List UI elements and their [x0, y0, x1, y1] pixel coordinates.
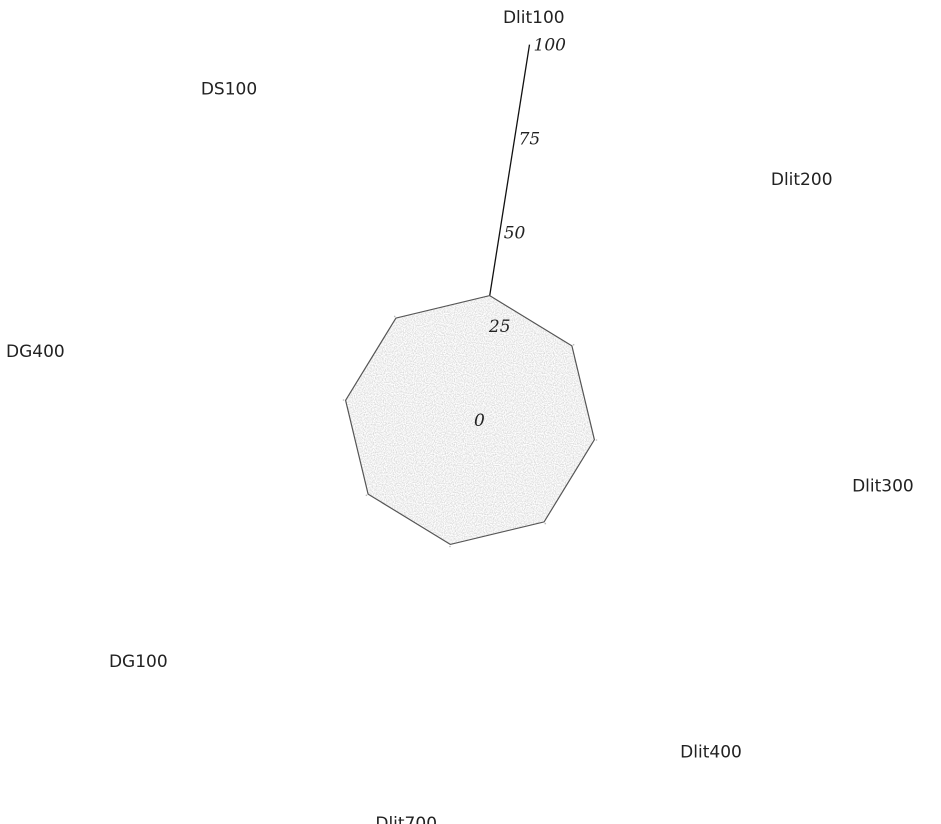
spoke-dot	[365, 494, 368, 497]
category-label-dlit400: Dlit400	[680, 743, 742, 763]
category-label-ds100: DS100	[201, 79, 257, 99]
tick-label-50: 50	[504, 223, 526, 243]
tick-label-100: 100	[534, 36, 567, 56]
series-group	[344, 294, 596, 546]
tick-label-75: 75	[519, 129, 541, 149]
category-labels: Dlit100 Dlit200 Dlit300 Dlit400 Dlit700 DG100…	[6, 8, 914, 824]
spoke-dot	[449, 545, 451, 548]
spoke-dot	[544, 522, 547, 525]
tick-label-0: 0	[474, 411, 485, 431]
category-label-dg400: DG400	[6, 342, 65, 362]
spoke-dot	[342, 399, 345, 401]
series-0-outline	[344, 294, 596, 546]
tick-label-25: 25	[488, 317, 511, 337]
category-label-dlit700: Dlit700	[375, 814, 437, 824]
category-label-dlit300: Dlit300	[852, 476, 914, 496]
spoke-dot	[393, 315, 396, 318]
category-label-dlit200: Dlit200	[771, 170, 833, 190]
category-label-dlit100: Dlit100	[503, 8, 565, 28]
series-0-area	[345, 295, 595, 545]
category-label-dg100: DG100	[109, 652, 168, 672]
spoke-dot	[572, 343, 575, 346]
tick-labels: 0 25 50 75 100	[474, 36, 566, 431]
spoke-dot	[595, 439, 598, 441]
